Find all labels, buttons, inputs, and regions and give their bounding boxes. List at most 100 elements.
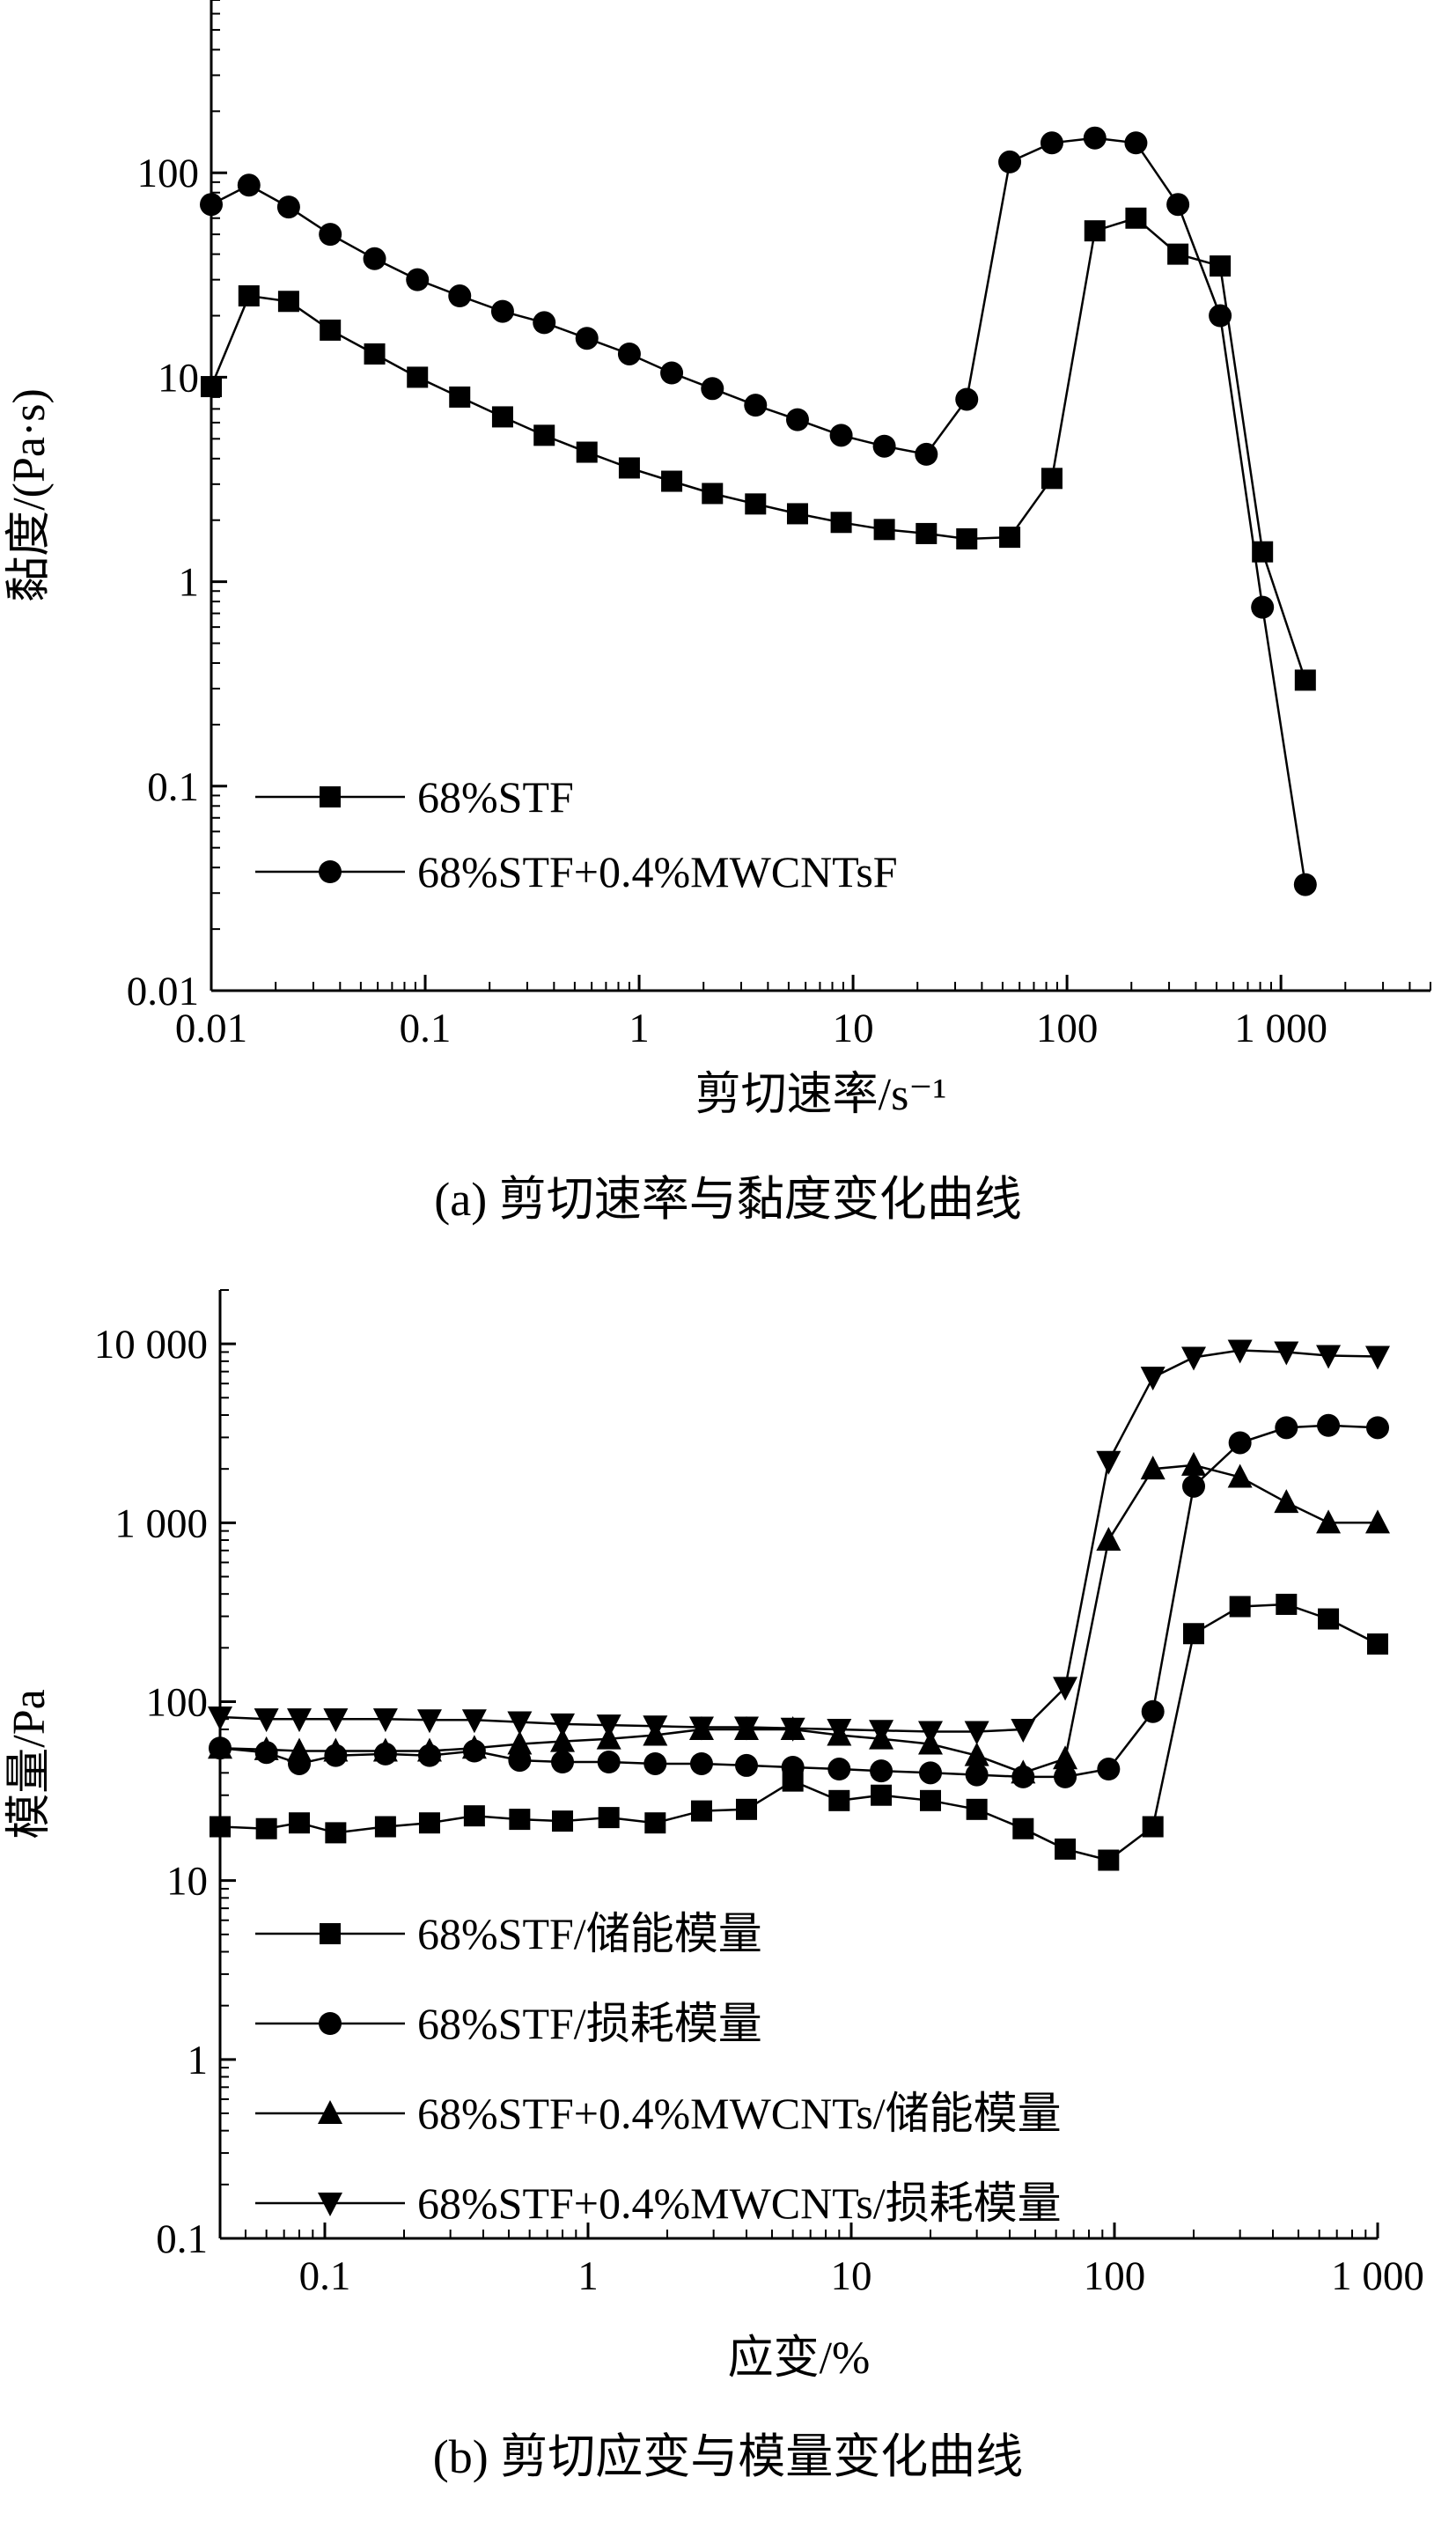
data-point: [1053, 1745, 1078, 1770]
data-point: [1041, 468, 1063, 490]
data-point: [509, 1809, 531, 1831]
data-point: [363, 247, 386, 270]
data-point: [701, 377, 724, 401]
data-point: [449, 386, 471, 408]
data-point: [1142, 1816, 1164, 1838]
data-point: [785, 408, 809, 431]
x-tick-label: 0.1: [299, 2253, 351, 2299]
y-tick-label: 1 000: [114, 1500, 208, 1546]
data-point: [1210, 255, 1232, 277]
data-point: [323, 1737, 349, 1762]
data-point: [1182, 1474, 1206, 1498]
data-point: [597, 1751, 621, 1774]
data-point: [490, 299, 514, 323]
data-point: [596, 1714, 621, 1739]
data-point: [643, 1715, 668, 1740]
data-point: [1316, 1345, 1342, 1369]
series-line: [219, 1349, 1379, 1733]
x-tick-label: 1 000: [1234, 1006, 1327, 1051]
y-tick-label: 100: [146, 1679, 209, 1725]
data-point: [575, 327, 599, 350]
data-point: [1317, 1413, 1341, 1437]
data-point: [1098, 1849, 1120, 1871]
data-point: [576, 441, 598, 463]
data-point: [1183, 1623, 1205, 1645]
data-point: [407, 366, 429, 388]
series-line: [210, 217, 1306, 681]
data-point: [643, 1751, 667, 1775]
data-point: [827, 1758, 851, 1781]
legend-marker: [318, 2193, 342, 2216]
chart-a: 0.01 0.1 1 10 100 1 000 0.01 0.1 1 10 100 剪切速率/s⁻¹ 黏…: [4, 0, 1431, 1226]
data-point: [325, 1822, 347, 1844]
data-point: [1125, 207, 1147, 229]
data-point: [1012, 1817, 1034, 1839]
data-point: [254, 1708, 279, 1733]
data-point: [323, 1708, 349, 1733]
y-tick-label: 100: [137, 151, 200, 196]
legend-label: 68%STF+0.4%MWCNTsF: [417, 847, 898, 896]
figure-caption: (b) 剪切应变与模量变化曲线: [433, 2430, 1023, 2483]
data-point: [1096, 1527, 1121, 1552]
data-point: [287, 1708, 313, 1733]
data-point: [598, 1807, 620, 1829]
data-point: [956, 527, 978, 549]
data-point: [780, 1717, 805, 1742]
data-point: [702, 483, 724, 505]
x-axis-title: 剪切速率/s⁻¹: [695, 1070, 947, 1120]
data-point: [254, 1736, 279, 1760]
data-point: [1227, 1339, 1253, 1364]
data-point: [618, 457, 640, 479]
legend-entry: 68%STF+0.4%MWCNTsF: [255, 847, 898, 896]
series-1: [200, 126, 1317, 896]
data-point: [1097, 1758, 1121, 1781]
data-point: [1367, 1633, 1388, 1655]
data-point: [1275, 1416, 1298, 1440]
data-point: [533, 424, 555, 446]
data-point: [1054, 1765, 1077, 1788]
data-point: [735, 1753, 759, 1777]
legend-marker: [318, 2100, 342, 2124]
legend-entry: 68%STF: [255, 772, 574, 822]
data-point: [1167, 243, 1189, 265]
data-point: [507, 1711, 533, 1736]
y-tick-label: 1: [188, 2038, 209, 2083]
data-point: [507, 1730, 533, 1755]
data-point: [1366, 1416, 1389, 1440]
data-point: [1294, 669, 1316, 691]
legend-entry: 68%STF/储能模量: [255, 1909, 762, 1958]
data-point: [1365, 1345, 1390, 1370]
series-0: [201, 207, 1316, 691]
data-point: [1274, 1341, 1299, 1366]
data-point: [781, 1755, 805, 1779]
data-point: [1181, 1451, 1207, 1476]
data-point: [873, 519, 895, 541]
data-point: [550, 1713, 576, 1737]
legend-label: 68%STF+0.4%MWCNTs/储能模量: [417, 2089, 1062, 2138]
data-point: [320, 319, 342, 341]
legend-entry: 68%STF/损耗模量: [255, 1999, 762, 2048]
data-point: [1227, 1463, 1253, 1488]
x-tick-label: 0.1: [400, 1006, 452, 1051]
data-point: [550, 1728, 576, 1752]
data-point: [964, 1742, 989, 1766]
legend-label: 68%STF+0.4%MWCNTs/损耗模量: [417, 2178, 1062, 2228]
data-point: [287, 1737, 313, 1762]
data-point: [1293, 873, 1317, 896]
data-point: [1181, 1346, 1207, 1371]
data-point: [1084, 220, 1106, 242]
legend-entry: 68%STF+0.4%MWCNTs/损耗模量: [255, 2178, 1062, 2228]
y-tick-label: 0.1: [147, 764, 199, 810]
series-2: [208, 1451, 1390, 1784]
data-point: [744, 394, 768, 417]
legend-label: 68%STF/损耗模量: [417, 1999, 762, 2048]
x-axis-title: 应变/%: [728, 2333, 871, 2384]
data-point: [1365, 1509, 1390, 1534]
data-point: [210, 1816, 231, 1838]
data-point: [964, 1721, 989, 1745]
data-point: [872, 434, 896, 458]
data-point: [871, 1784, 893, 1806]
data-point: [688, 1716, 714, 1741]
data-point: [200, 193, 223, 217]
